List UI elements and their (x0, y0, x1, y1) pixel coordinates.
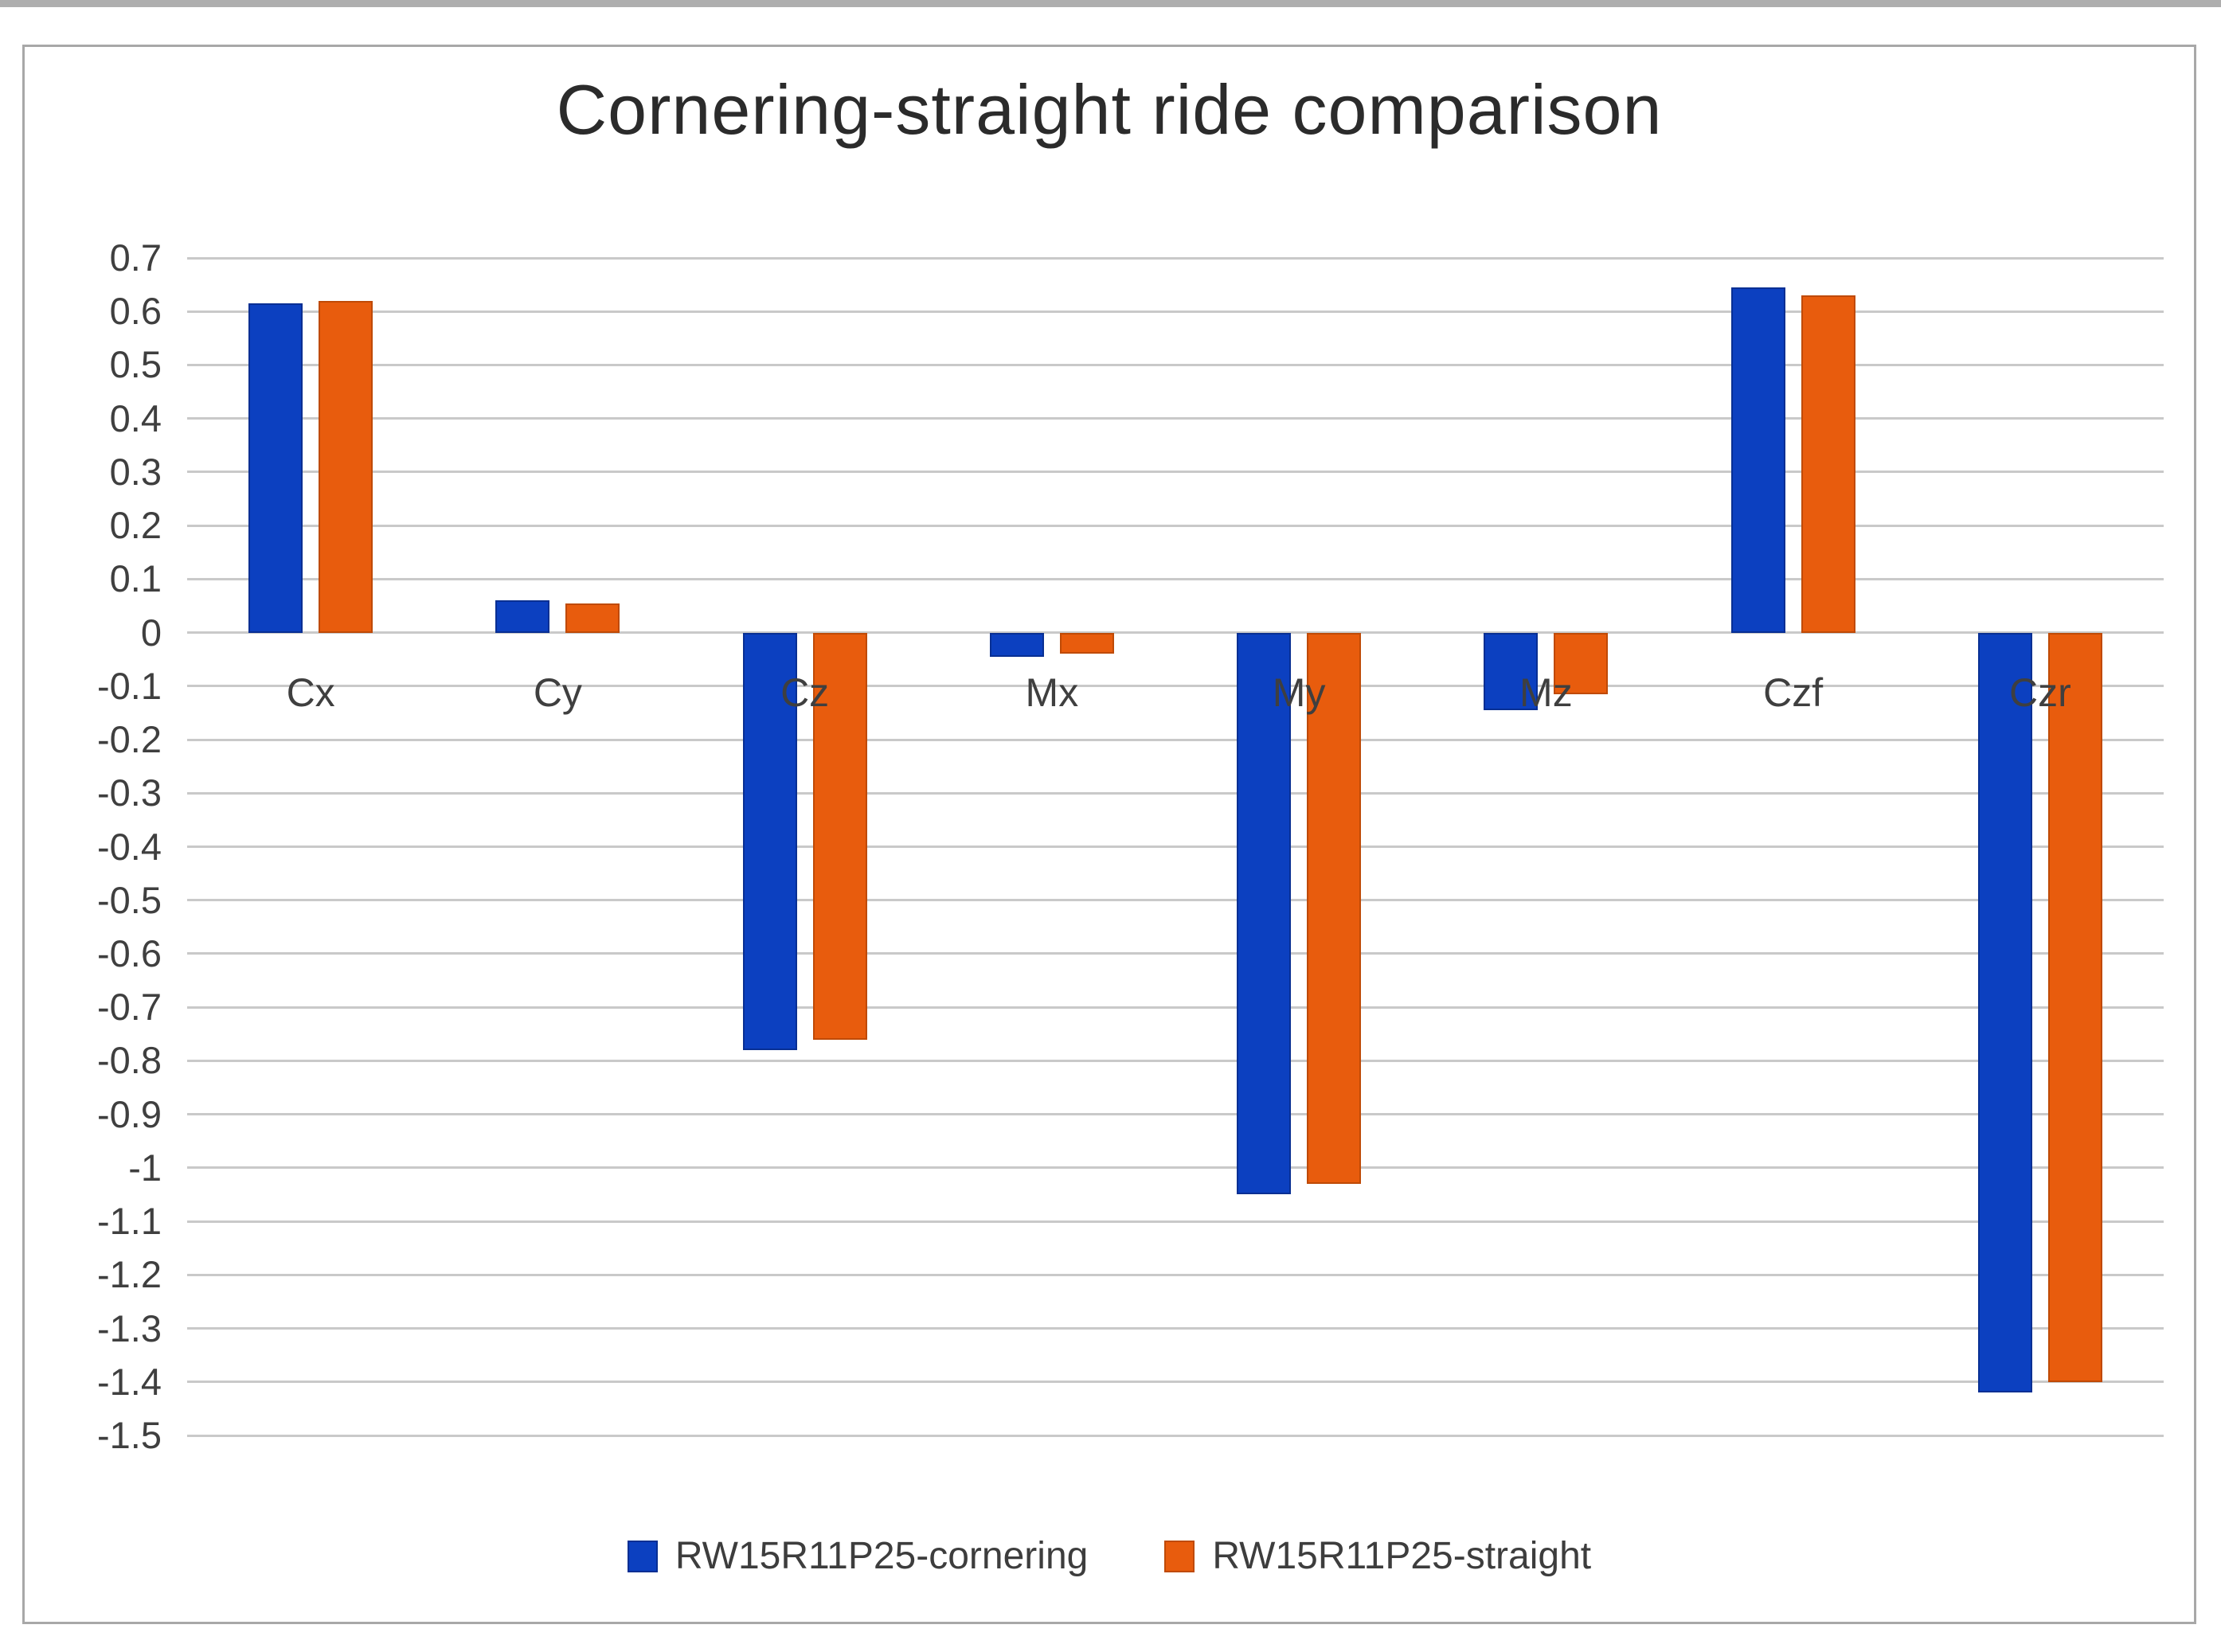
category-label-My: My (1272, 670, 1326, 715)
y-tick-label: -1.2 (97, 1253, 162, 1296)
legend-item-straight: RW15R11P25-straight (1164, 1534, 1591, 1578)
gridline (187, 1220, 2164, 1223)
y-tick-label: -0.3 (97, 771, 162, 814)
y-tick-label: -1.3 (97, 1306, 162, 1349)
y-tick-label: 0.6 (109, 290, 162, 333)
bar-My-RW15R11P25-straight (1307, 632, 1362, 1185)
bar-Czf-RW15R11P25-straight (1801, 295, 1855, 633)
bar-Mz-RW15R11P25-cornering (1484, 632, 1539, 711)
y-tick-label: -1.4 (97, 1360, 162, 1403)
bar-Cz-RW15R11P25-cornering (742, 632, 797, 1050)
category-label-Czr: Czr (2008, 670, 2071, 715)
category-label-Cy: Cy (533, 670, 582, 715)
y-tick-label: 0.4 (109, 396, 162, 439)
gridline (187, 1059, 2164, 1062)
y-tick-label: 0 (140, 611, 162, 654)
y-tick-label: -0.1 (97, 664, 162, 707)
gridline (187, 1434, 2164, 1437)
y-tick-label: -0.9 (97, 1092, 162, 1135)
y-tick-label: -1.5 (97, 1414, 162, 1456)
bar-My-RW15R11P25-cornering (1237, 632, 1292, 1195)
y-tick-label: -1.1 (97, 1200, 162, 1243)
y-tick-label: -0.4 (97, 825, 162, 868)
category-label-Mx: Mx (1025, 670, 1079, 715)
bar-Mz-RW15R11P25-straight (1554, 632, 1609, 694)
chart-title: Cornering-straight ride comparison (556, 70, 1663, 149)
category-label-Czf: Czf (1763, 670, 1824, 715)
y-tick-label: 0.7 (109, 236, 162, 279)
gridline (187, 899, 2164, 902)
bar-Cx-RW15R11P25-cornering (248, 303, 303, 633)
gridline (187, 631, 2164, 635)
bar-Mx-RW15R11P25-cornering (989, 632, 1044, 657)
gridline (187, 1273, 2164, 1276)
y-tick-label: 0.3 (109, 450, 162, 493)
bar-Czf-RW15R11P25-cornering (1730, 287, 1785, 633)
bar-Cy-RW15R11P25-cornering (495, 600, 550, 633)
legend-swatch-straight-icon (1164, 1540, 1195, 1572)
legend: RW15R11P25-cornering RW15R11P25-straight (25, 1534, 2194, 1578)
y-tick-label: 0.2 (109, 504, 162, 547)
legend-label-cornering: RW15R11P25-cornering (675, 1535, 1089, 1577)
gridline (187, 1381, 2164, 1384)
gridline (187, 310, 2164, 313)
legend-swatch-cornering-icon (627, 1540, 658, 1572)
y-tick-label: -0.5 (97, 878, 162, 921)
bar-Cz-RW15R11P25-straight (812, 632, 867, 1040)
gridline (187, 846, 2164, 848)
category-label-Cz: Cz (780, 670, 830, 715)
y-tick-label: -1 (128, 1146, 162, 1189)
bar-Cx-RW15R11P25-straight (319, 300, 373, 633)
gridline (187, 471, 2164, 474)
bar-Czr-RW15R11P25-straight (2047, 632, 2102, 1382)
gridline (187, 1113, 2164, 1116)
screenshot-top-edge (0, 0, 2221, 7)
gridline (187, 791, 2164, 795)
gridline (187, 1006, 2164, 1009)
gridline (187, 256, 2164, 260)
chart-figure: Cornering-straight ride comparison 0.7 0.… (22, 45, 2196, 1624)
gridline (187, 952, 2164, 955)
gridline (187, 685, 2164, 688)
gridline (187, 417, 2164, 420)
gridline (187, 577, 2164, 580)
bar-Mx-RW15R11P25-straight (1059, 632, 1114, 654)
gridline (187, 363, 2164, 366)
gridline (187, 738, 2164, 741)
y-tick-label: -0.6 (97, 931, 162, 974)
y-tick-label: -0.7 (97, 986, 162, 1029)
bar-Czr-RW15R11P25-cornering (1977, 632, 2032, 1393)
gridline (187, 1327, 2164, 1330)
y-tick-label: 0.5 (109, 343, 162, 386)
legend-item-cornering: RW15R11P25-cornering (627, 1534, 1089, 1578)
y-tick-label: -0.8 (97, 1039, 162, 1082)
plot-area: Cx Cy Cz Mx My Mz Czf Czr (187, 256, 2164, 1437)
legend-label-straight: RW15R11P25-straight (1212, 1535, 1592, 1577)
gridline (187, 524, 2164, 527)
y-tick-label: -0.2 (97, 718, 162, 761)
category-label-Mz: Mz (1519, 670, 1573, 715)
category-label-Cx: Cx (286, 670, 335, 715)
bar-Cy-RW15R11P25-straight (565, 603, 620, 633)
y-tick-label: 0.1 (109, 557, 162, 600)
gridline (187, 1166, 2164, 1170)
